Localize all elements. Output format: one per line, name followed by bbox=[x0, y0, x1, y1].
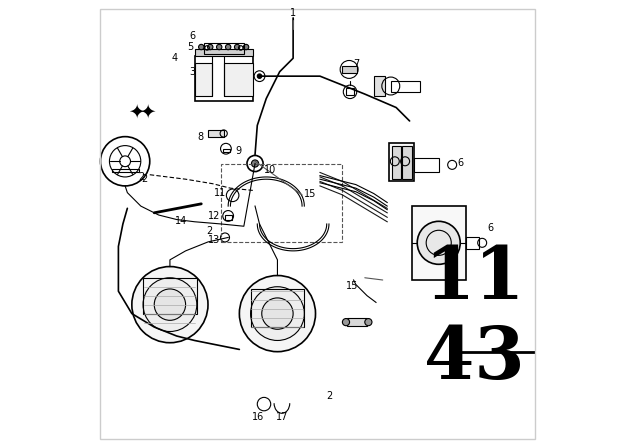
Bar bbox=[346, 88, 354, 95]
Bar bbox=[224, 63, 253, 96]
Bar bbox=[401, 146, 412, 179]
Bar bbox=[204, 43, 244, 54]
Bar bbox=[466, 237, 479, 249]
Circle shape bbox=[417, 221, 460, 264]
Circle shape bbox=[239, 276, 316, 352]
Text: 2: 2 bbox=[206, 226, 212, 236]
Text: ✦: ✦ bbox=[128, 103, 145, 121]
Circle shape bbox=[207, 44, 213, 50]
Text: 11: 11 bbox=[424, 243, 525, 314]
Circle shape bbox=[143, 278, 197, 332]
Bar bbox=[208, 130, 224, 137]
Circle shape bbox=[262, 298, 293, 329]
Text: 12: 12 bbox=[208, 211, 220, 221]
Circle shape bbox=[198, 44, 204, 50]
Text: 11: 11 bbox=[214, 188, 226, 198]
Text: 17: 17 bbox=[276, 412, 288, 422]
Circle shape bbox=[257, 74, 262, 78]
Text: 2: 2 bbox=[141, 174, 147, 184]
Text: 6: 6 bbox=[487, 224, 493, 233]
Text: 16: 16 bbox=[252, 412, 264, 422]
Bar bbox=[392, 146, 401, 179]
Circle shape bbox=[251, 287, 305, 340]
Bar bbox=[195, 49, 253, 56]
Bar bbox=[391, 81, 420, 92]
Circle shape bbox=[225, 44, 231, 50]
Text: 13: 13 bbox=[208, 235, 220, 245]
Bar bbox=[221, 164, 342, 242]
Text: 5: 5 bbox=[187, 42, 193, 52]
Text: 10: 10 bbox=[264, 165, 276, 175]
Bar bbox=[414, 158, 439, 172]
Bar bbox=[195, 56, 253, 101]
Text: 9: 9 bbox=[235, 146, 241, 156]
Bar bbox=[223, 149, 230, 152]
Circle shape bbox=[342, 319, 349, 326]
Bar bbox=[412, 206, 466, 280]
Bar bbox=[251, 289, 305, 327]
Text: 15: 15 bbox=[346, 281, 358, 291]
Text: 14: 14 bbox=[175, 216, 188, 226]
Bar bbox=[143, 278, 197, 314]
Text: 6: 6 bbox=[457, 158, 463, 168]
Bar bbox=[225, 215, 232, 220]
Text: 4: 4 bbox=[172, 53, 177, 63]
Text: ✦: ✦ bbox=[140, 103, 156, 121]
Circle shape bbox=[252, 160, 259, 167]
Bar bbox=[389, 143, 414, 181]
Text: 3: 3 bbox=[189, 67, 195, 77]
Circle shape bbox=[365, 319, 372, 326]
Circle shape bbox=[243, 44, 249, 50]
Text: 7: 7 bbox=[353, 59, 360, 69]
Text: 6: 6 bbox=[189, 31, 195, 41]
Text: 8: 8 bbox=[197, 132, 204, 142]
Bar bbox=[347, 318, 367, 326]
Text: 2: 2 bbox=[139, 172, 145, 182]
Bar bbox=[195, 63, 212, 96]
Circle shape bbox=[234, 44, 240, 50]
Circle shape bbox=[216, 44, 222, 50]
Circle shape bbox=[132, 267, 208, 343]
Text: 1: 1 bbox=[290, 8, 296, 18]
Bar bbox=[342, 66, 357, 73]
Text: 2: 2 bbox=[327, 392, 333, 401]
Bar bbox=[374, 76, 385, 96]
Circle shape bbox=[154, 289, 186, 320]
Bar bbox=[112, 169, 139, 172]
Text: 43: 43 bbox=[424, 323, 525, 394]
Text: 15: 15 bbox=[305, 189, 317, 198]
